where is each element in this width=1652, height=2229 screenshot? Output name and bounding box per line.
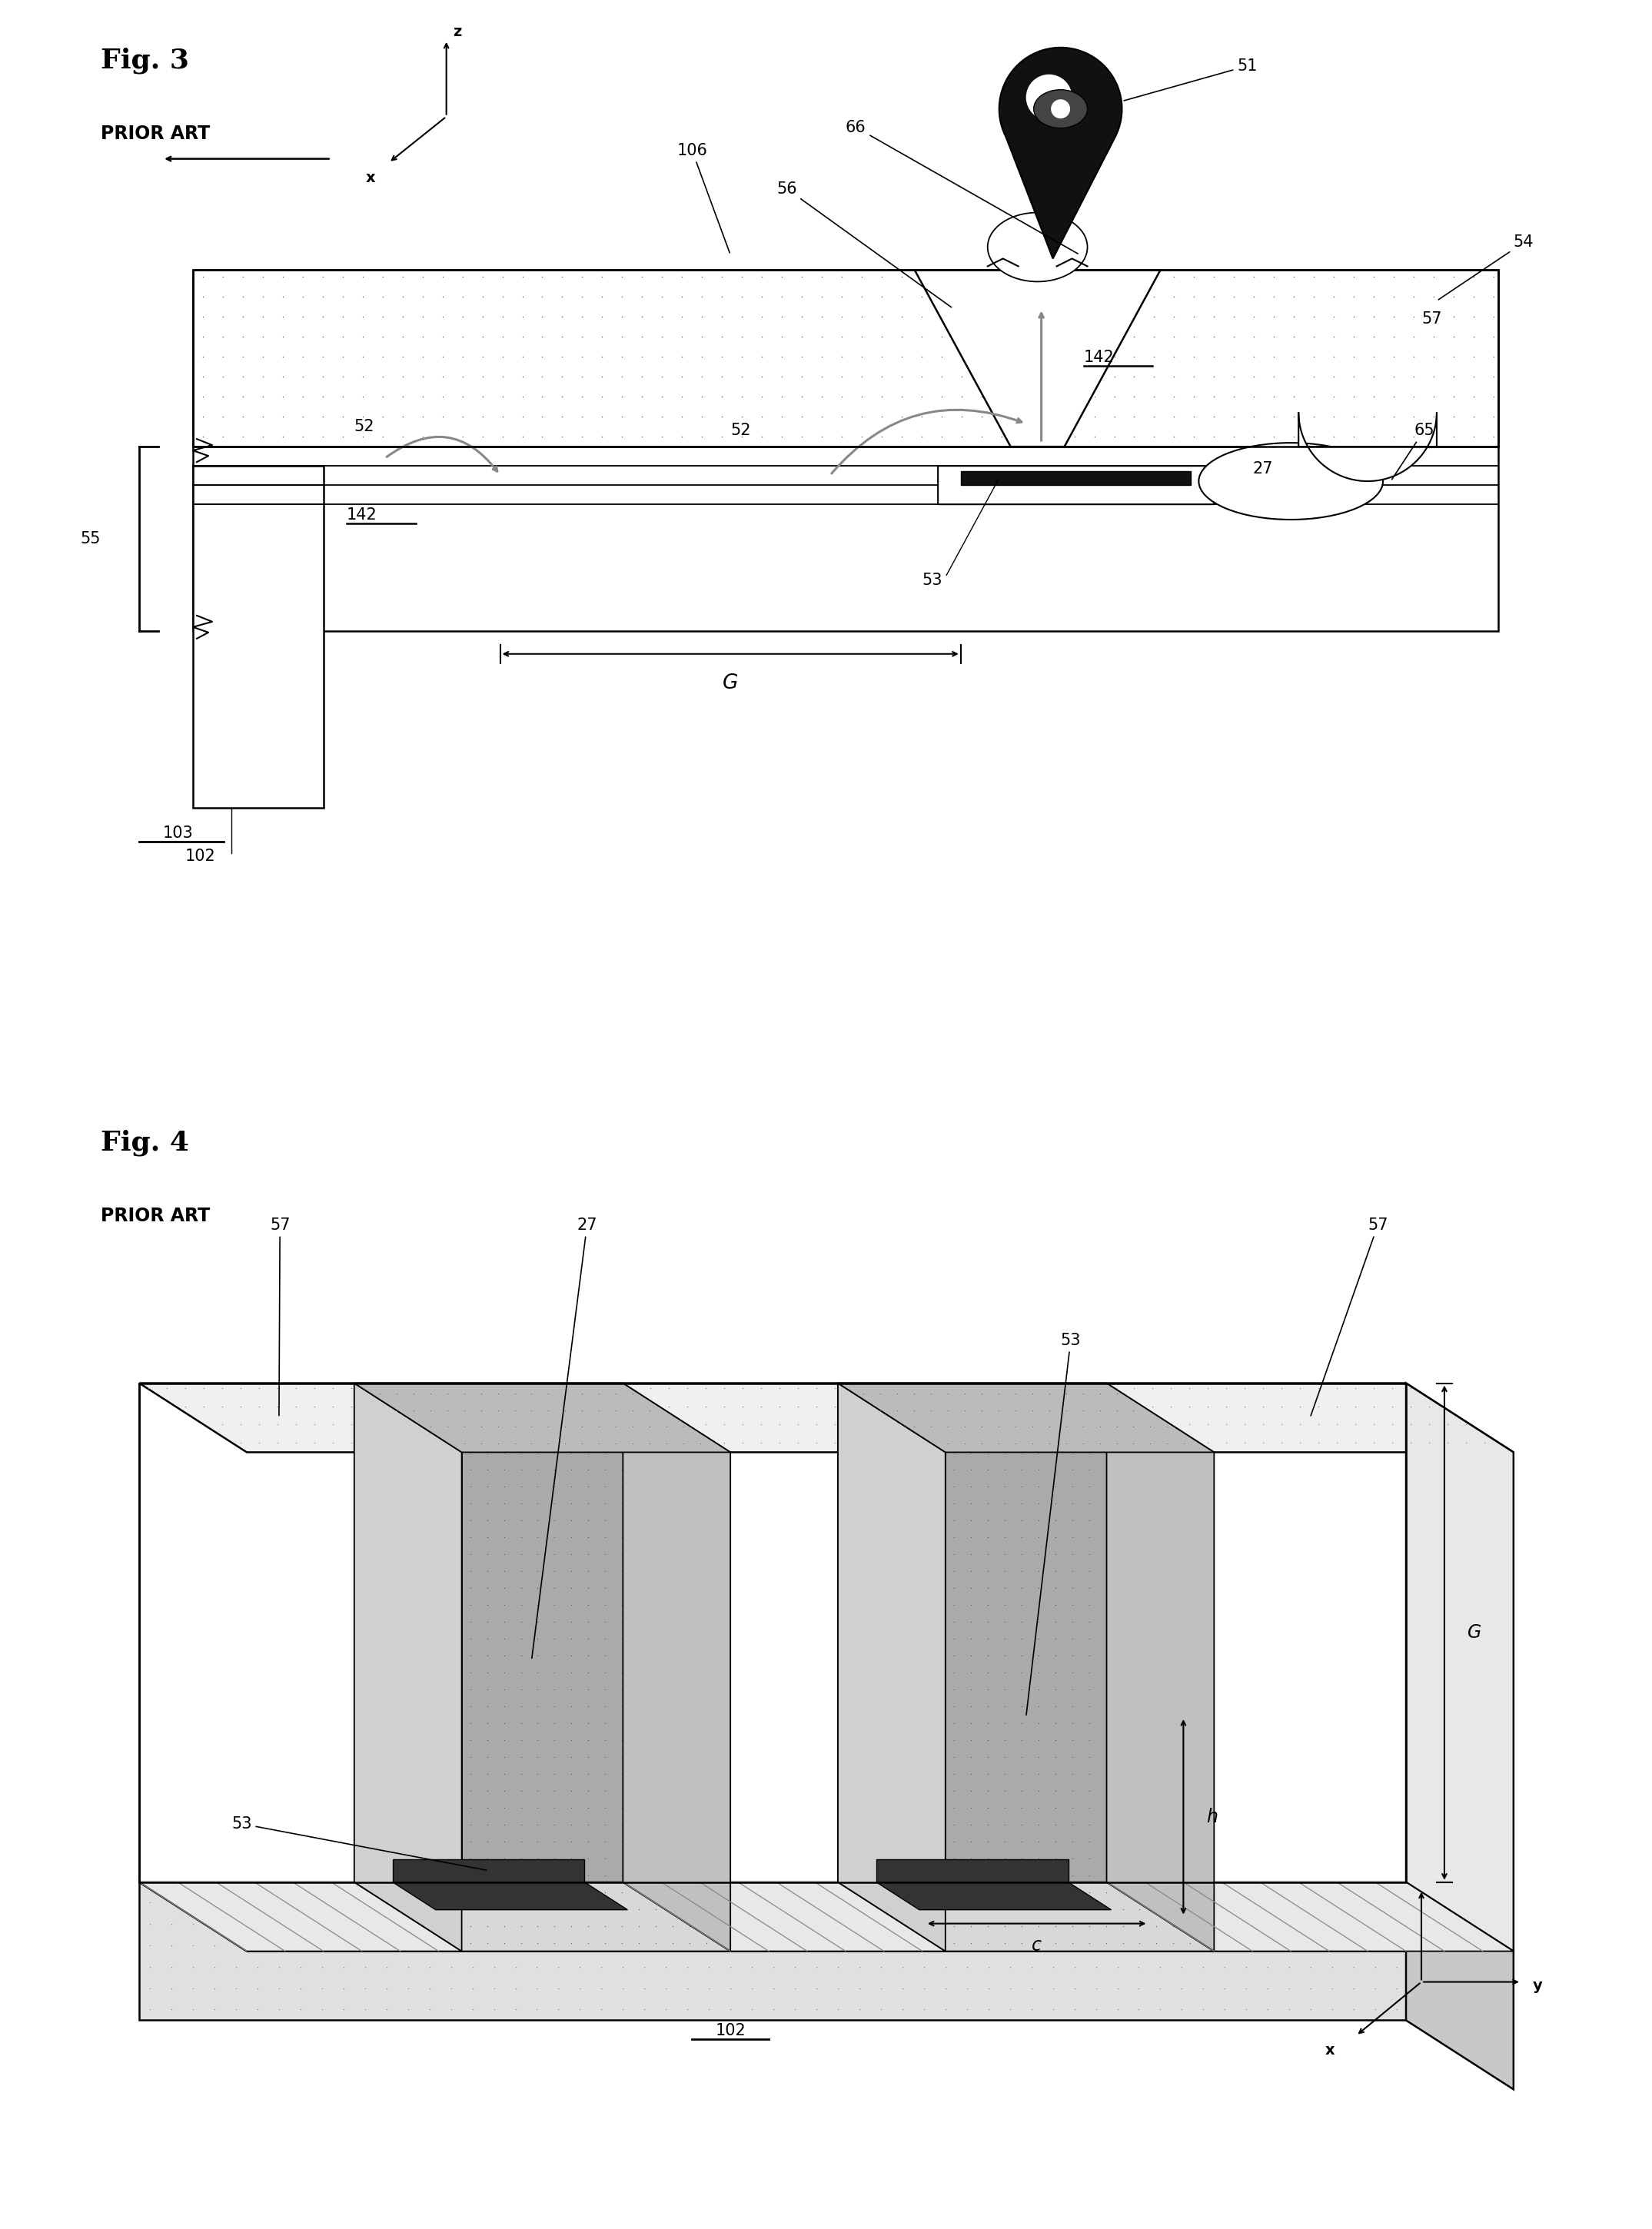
Polygon shape	[945, 1453, 1214, 1950]
Text: PRIOR ART: PRIOR ART	[101, 125, 210, 143]
Text: x: x	[1325, 2044, 1335, 2057]
Polygon shape	[1406, 1881, 1513, 2089]
Polygon shape	[139, 1384, 1406, 1881]
Bar	[193, 446, 1498, 631]
Polygon shape	[393, 1881, 628, 1910]
Polygon shape	[393, 1859, 585, 1881]
Text: Fig. 3: Fig. 3	[101, 47, 190, 74]
Text: 103: 103	[162, 827, 193, 840]
Polygon shape	[139, 1881, 1406, 2019]
Text: 57: 57	[1310, 1217, 1388, 1415]
Text: 102: 102	[185, 849, 216, 865]
Polygon shape	[915, 270, 1160, 446]
Text: G: G	[1467, 1623, 1482, 1643]
Text: 27: 27	[532, 1217, 598, 1658]
Polygon shape	[876, 1881, 1112, 1910]
Polygon shape	[838, 1384, 1107, 1881]
Text: 57: 57	[1421, 312, 1442, 328]
Text: 142: 142	[1084, 350, 1113, 366]
Polygon shape	[461, 1453, 730, 1950]
Text: 102: 102	[715, 2024, 745, 2040]
Polygon shape	[838, 1384, 1214, 1453]
Text: 52: 52	[730, 424, 750, 439]
Polygon shape	[876, 1859, 1069, 1881]
Text: 66: 66	[846, 120, 1077, 254]
Polygon shape	[354, 1881, 730, 1950]
Text: PRIOR ART: PRIOR ART	[101, 1206, 210, 1226]
Polygon shape	[623, 1384, 730, 1950]
Text: z: z	[453, 25, 461, 40]
Text: y: y	[1533, 1977, 1543, 1993]
Text: 27: 27	[1252, 461, 1272, 477]
Text: 55: 55	[81, 531, 101, 546]
Polygon shape	[999, 47, 1122, 259]
Polygon shape	[139, 1384, 1513, 1453]
Text: 54: 54	[1439, 234, 1533, 299]
Ellipse shape	[1199, 444, 1383, 519]
Polygon shape	[354, 1384, 730, 1453]
Text: 142: 142	[347, 508, 377, 522]
Polygon shape	[1298, 412, 1437, 481]
Polygon shape	[139, 1881, 461, 1950]
Polygon shape	[139, 1881, 1513, 1950]
Text: x: x	[365, 169, 375, 185]
Bar	[193, 270, 1498, 446]
Text: c: c	[1032, 1935, 1042, 1955]
Bar	[938, 466, 1214, 504]
Polygon shape	[1406, 1384, 1513, 1950]
Text: Fig. 4: Fig. 4	[101, 1130, 190, 1157]
Text: 106: 106	[677, 143, 730, 252]
Ellipse shape	[1034, 89, 1087, 127]
Polygon shape	[354, 1384, 623, 1881]
Ellipse shape	[988, 212, 1087, 281]
Polygon shape	[838, 1384, 945, 1950]
Text: 65: 65	[1393, 424, 1434, 479]
Ellipse shape	[1051, 100, 1070, 118]
Text: 52: 52	[354, 419, 375, 435]
Bar	[193, 466, 324, 807]
Polygon shape	[623, 1881, 945, 1950]
Circle shape	[1026, 74, 1072, 120]
Polygon shape	[1107, 1384, 1214, 1950]
Text: 57: 57	[269, 1217, 291, 1415]
Text: 56: 56	[776, 181, 952, 308]
Bar	[961, 470, 1191, 486]
Text: h: h	[1206, 1808, 1218, 1826]
Bar	[193, 270, 1498, 446]
Text: 53: 53	[231, 1817, 486, 1870]
Text: 53: 53	[1026, 1333, 1080, 1714]
Polygon shape	[838, 1881, 1214, 1950]
Polygon shape	[1107, 1881, 1513, 1950]
Text: G: G	[722, 673, 738, 693]
Text: 53: 53	[922, 573, 943, 588]
Polygon shape	[354, 1384, 461, 1950]
Text: z: z	[1429, 1866, 1437, 1881]
Text: 51: 51	[1123, 58, 1257, 100]
